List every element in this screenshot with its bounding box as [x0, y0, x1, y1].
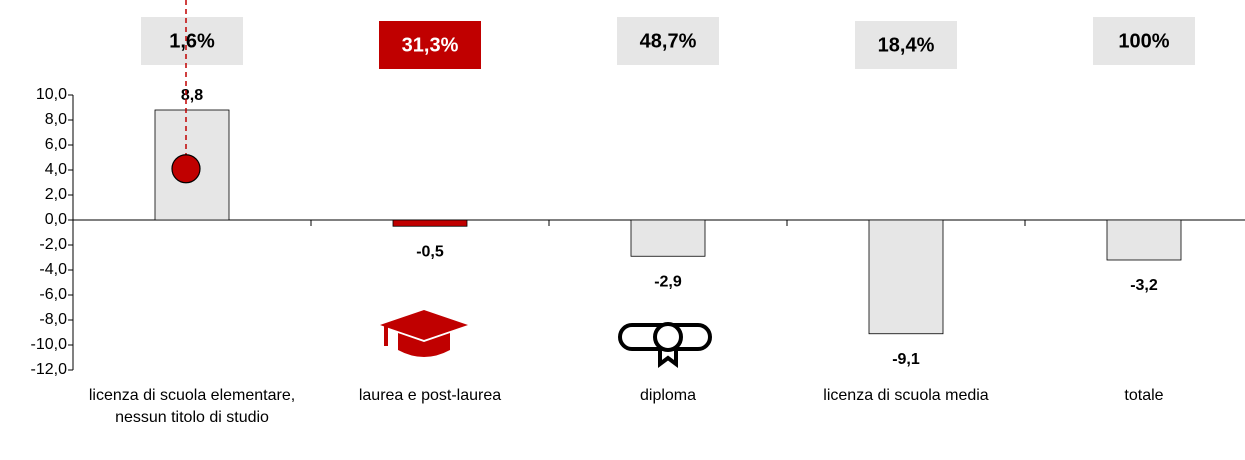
share-label: 31,3% [402, 34, 459, 56]
y-tick-label: -6,0 [39, 286, 67, 303]
x-tick-label: laurea e post-laurea [358, 387, 502, 404]
share-label: 18,4% [878, 34, 935, 56]
share-label: 1,6% [169, 30, 215, 52]
y-tick-label: -2,0 [39, 236, 67, 253]
share-label: 48,7% [640, 30, 697, 52]
x-tick-label: diploma [639, 387, 697, 404]
x-tick-label: licenza di scuola media [823, 387, 989, 404]
value-label: -2,9 [654, 273, 682, 290]
share-box [379, 21, 481, 69]
bar [630, 219, 706, 257]
y-tick-label: 10,0 [36, 86, 67, 103]
y-tick-label: 6,0 [45, 136, 67, 153]
share-box [1093, 17, 1195, 65]
marker [171, 154, 201, 184]
value-label: 8,8 [181, 87, 203, 104]
bar [868, 219, 944, 335]
share-box [617, 17, 719, 65]
diploma-icon [618, 322, 712, 368]
x-tick-label: licenza di scuola elementare, nessun tit… [88, 387, 296, 426]
y-tick-label: 8,0 [45, 111, 67, 128]
graduation-cap-icon [380, 310, 468, 357]
bar [392, 219, 468, 227]
y-tick-label: 2,0 [45, 186, 67, 203]
y-tick-label: -10,0 [31, 336, 68, 353]
y-tick-label: -4,0 [39, 261, 67, 278]
share-box [855, 21, 957, 69]
y-tick-label: -8,0 [39, 311, 67, 328]
value-label: -0,5 [416, 243, 444, 260]
x-tick-label: totale [1124, 387, 1164, 404]
share-box [141, 17, 243, 65]
share-label: 100% [1118, 30, 1169, 52]
y-tick-label: 4,0 [45, 161, 67, 178]
value-label: -9,1 [892, 351, 920, 368]
y-tick-label: 0,0 [45, 211, 67, 228]
y-tick-label: -12,0 [31, 361, 68, 378]
bar [1106, 219, 1182, 261]
value-label: -3,2 [1130, 277, 1158, 294]
